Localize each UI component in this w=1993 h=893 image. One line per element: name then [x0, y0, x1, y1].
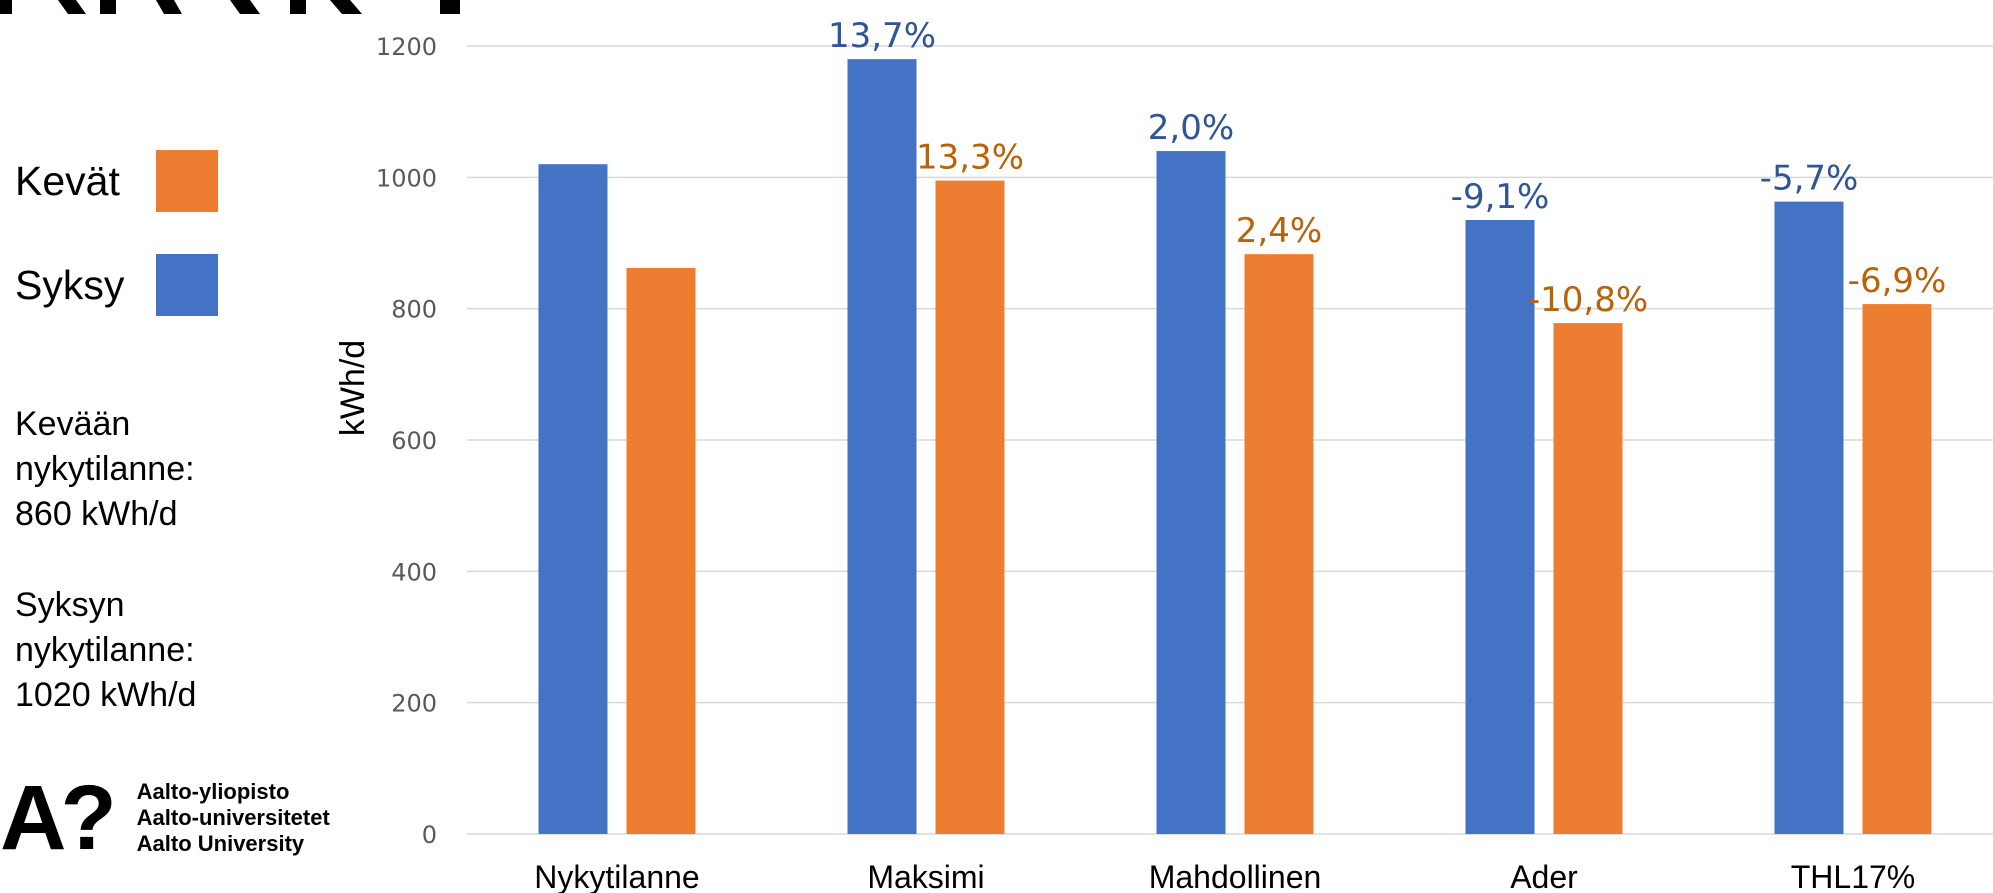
- bar-data-label: -5,7%: [1760, 159, 1859, 199]
- autumn-current-note: Syksyn nykytilanne: 1020 kWh/d: [15, 586, 197, 714]
- y-tick-label: 1000: [376, 164, 437, 192]
- spring-current-note: Kevään nykytilanne: 860 kWh/d: [15, 405, 195, 533]
- y-tick-labels: 0 200 400 600 800 1000 1200: [376, 33, 437, 849]
- title-fragment: [0, 0, 520, 16]
- bar-data-label: -10,8%: [1528, 280, 1648, 320]
- legend-swatch-autumn: [156, 254, 218, 316]
- y-axis-label: kWh/d: [334, 340, 372, 436]
- bar-syksy-4: [1774, 201, 1844, 834]
- bar-data-label: 2,4%: [1236, 211, 1322, 251]
- y-tick-label: 1200: [376, 33, 437, 61]
- bar-syksy-1: [847, 59, 917, 834]
- bar-data-label: 13,7%: [828, 16, 936, 56]
- bar-kevät-0: [626, 267, 696, 834]
- legend-label: Syksy: [15, 261, 125, 308]
- bar-kevät-2: [1244, 254, 1314, 834]
- x-tick-label: Maksimi: [867, 859, 984, 893]
- bar-data-label: -9,1%: [1451, 177, 1550, 217]
- bar-labels: 13,7% 13,3% 2,0% 2,4% -9,1% -10,8% -5,7% -6,9%: [828, 16, 1946, 320]
- x-tick-label: Ader: [1510, 859, 1578, 893]
- y-tick-label: 400: [391, 558, 437, 586]
- x-tick-label: Nykytilanne: [534, 859, 699, 893]
- aalto-logo: A? Aalto-yliopisto Aalto-universitetet A…: [0, 767, 330, 869]
- legend: Kevät Syksy: [15, 150, 218, 358]
- bar-syksy-0: [538, 164, 608, 834]
- x-tick-label: THL17%: [1791, 859, 1916, 893]
- logo-mark: A?: [0, 767, 117, 869]
- y-tick-label: 200: [391, 690, 437, 718]
- logo-text: Aalto-yliopisto Aalto-universitetet Aalt…: [137, 779, 330, 857]
- legend-item-autumn: Syksy: [15, 254, 218, 316]
- y-tick-label: 0: [422, 821, 437, 849]
- x-tick-label: Mahdollinen: [1149, 859, 1322, 893]
- y-tick-label: 600: [391, 427, 437, 455]
- bar-kevät-3: [1553, 323, 1623, 834]
- bar-kevät-4: [1862, 304, 1932, 834]
- bars: [538, 59, 1932, 835]
- gridlines: [467, 45, 1993, 835]
- logo-line-sv: Aalto-universitetet: [136, 805, 330, 830]
- bar-kevät-1: [935, 180, 1005, 834]
- x-tick-labels: Nykytilanne Maksimi Mahdollinen Ader THL17%: [534, 859, 1915, 893]
- y-tick-label: 800: [391, 296, 437, 324]
- logo-line-en: Aalto University: [136, 831, 305, 856]
- legend-swatch-spring: [156, 150, 218, 212]
- legend-item-spring: Kevät: [15, 150, 218, 212]
- bar-syksy-2: [1156, 151, 1226, 835]
- bar-data-label: -6,9%: [1848, 261, 1947, 301]
- bar-data-label: 2,0%: [1148, 108, 1234, 148]
- title-fragment-shapes: [0, 0, 460, 14]
- bar-data-label: 13,3%: [916, 138, 1024, 178]
- bar-syksy-3: [1465, 220, 1535, 834]
- legend-label: Kevät: [15, 157, 120, 204]
- logo-line-fi: Aalto-yliopisto: [136, 779, 290, 804]
